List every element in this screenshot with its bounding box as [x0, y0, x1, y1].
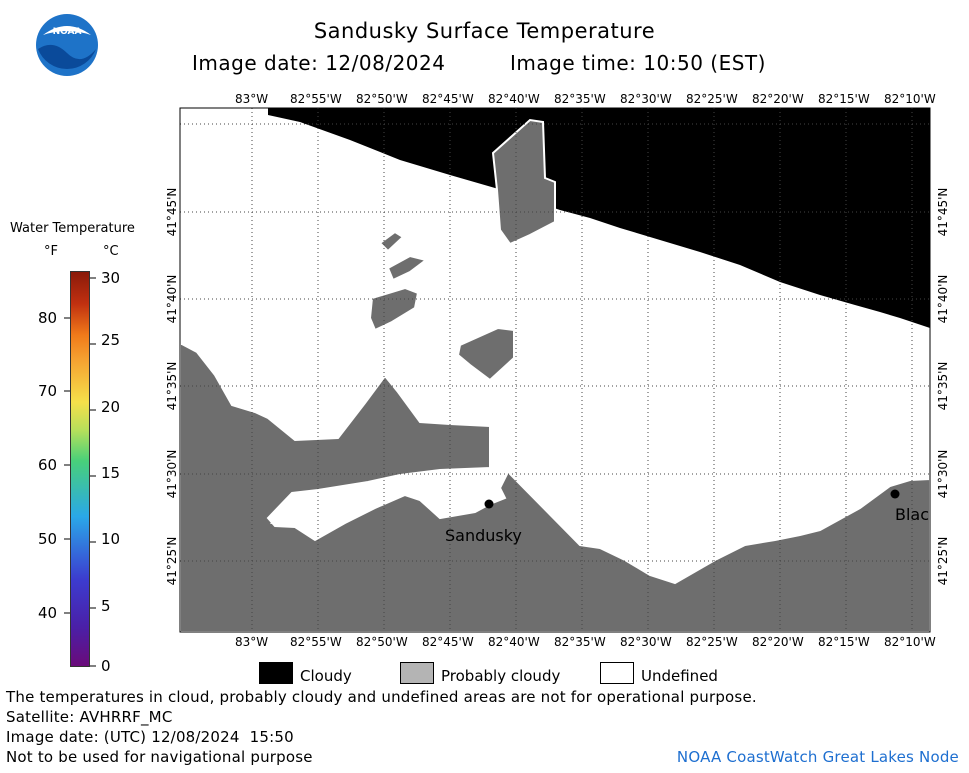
lon-label: 82°50'W: [356, 635, 408, 649]
credit-link[interactable]: NOAA CoastWatch Great Lakes Node: [676, 748, 959, 766]
lon-label: 82°45'W: [422, 635, 474, 649]
lat-label: 41°40'N: [936, 275, 950, 324]
lon-label: 82°35'W: [554, 635, 606, 649]
lat-label: 41°40'N: [165, 275, 179, 324]
lon-label: 82°45'W: [422, 92, 474, 106]
page-title: Sandusky Surface Temperature: [313, 19, 656, 43]
c-tick-20: 20: [101, 398, 121, 416]
lat-label: 41°30'N: [936, 450, 950, 499]
lon-label: 82°35'W: [554, 92, 606, 106]
c-tick-30: 30: [101, 269, 121, 287]
lon-label: 82°10'W: [884, 635, 936, 649]
c-tick-10: 10: [101, 530, 121, 548]
lon-label: 82°25'W: [686, 92, 738, 106]
lon-label: 82°55'W: [290, 635, 342, 649]
temperature-color-scale: [70, 271, 90, 667]
lat-label: 41°45'N: [936, 188, 950, 237]
lat-label: 41°25'N: [165, 537, 179, 586]
land-area: [179, 341, 931, 633]
lon-label: 83°W: [235, 92, 269, 106]
unit-fahrenheit: °F: [44, 244, 58, 259]
scale-title: Water Temperature: [10, 221, 135, 236]
key-swatch-undefined: [600, 662, 634, 684]
utc-image-date: Image date: (UTC) 12/08/2024 15:50: [6, 728, 294, 746]
f-tick-60: 60: [38, 456, 58, 474]
lon-label: 82°10'W: [884, 92, 936, 106]
lon-label: 82°15'W: [818, 92, 870, 106]
lon-label: 83°W: [235, 635, 269, 649]
lat-label: 41°25'N: [936, 537, 950, 586]
lon-label: 82°50'W: [356, 92, 408, 106]
unit-celsius: °C: [103, 244, 119, 259]
lon-label: 82°30'W: [620, 92, 672, 106]
c-tick-5: 5: [101, 597, 111, 615]
lon-label: 82°55'W: [290, 92, 342, 106]
scale-ticks: [64, 277, 96, 667]
image-date: Image date: 12/08/2024: [192, 51, 446, 75]
noaa-logo-icon: NOAA: [36, 14, 98, 76]
key-label-undefined: Undefined: [641, 667, 718, 685]
probably-cloudy-blob: [378, 230, 405, 253]
probably-cloudy-blob: [368, 286, 420, 332]
key-swatch-probably-cloudy: [400, 662, 434, 684]
lon-label: 82°40'W: [488, 635, 540, 649]
disclaimer: The temperatures in cloud, probably clou…: [6, 688, 757, 706]
lon-label: 82°15'W: [818, 635, 870, 649]
f-tick-80: 80: [38, 309, 58, 327]
probably-cloudy-areas: [368, 118, 556, 382]
noaa-logo-text: NOAA: [53, 27, 82, 37]
c-tick-15: 15: [101, 464, 121, 482]
lat-label: 41°30'N: [165, 450, 179, 499]
lat-labels-left: 41°45'N 41°40'N 41°35'N 41°30'N 41°25'N: [165, 188, 179, 586]
probably-cloudy-blob: [386, 254, 429, 282]
f-tick-50: 50: [38, 530, 58, 548]
probably-cloudy-blob: [491, 118, 556, 246]
lat-labels-right: 41°45'N 41°40'N 41°35'N 41°30'N 41°25'N: [936, 188, 950, 586]
place-label-sandusky: Sandusky: [445, 526, 522, 545]
satellite-info: Satellite: AVHRRF_MC: [6, 708, 173, 726]
lon-label: 82°40'W: [488, 92, 540, 106]
lat-label: 41°35'N: [165, 362, 179, 411]
map-grid: [180, 108, 930, 632]
cloudy-region: [268, 108, 930, 328]
place-label-blac: Blac: [895, 505, 929, 524]
lat-label: 41°35'N: [936, 362, 950, 411]
key-label-probably-cloudy: Probably cloudy: [441, 667, 561, 685]
image-time: Image time: 10:50 (EST): [510, 51, 766, 75]
key-label-cloudy: Cloudy: [300, 667, 352, 685]
lon-label: 82°20'W: [752, 635, 804, 649]
f-tick-40: 40: [38, 604, 58, 622]
f-tick-70: 70: [38, 382, 58, 400]
probably-cloudy-blob: [456, 326, 515, 382]
blac-marker: [890, 489, 900, 499]
sandusky-marker: [484, 499, 494, 509]
lon-label: 82°20'W: [752, 92, 804, 106]
c-tick-25: 25: [101, 331, 121, 349]
lon-label: 82°25'W: [686, 635, 738, 649]
lon-label: 82°30'W: [620, 635, 672, 649]
c-tick-0: 0: [101, 657, 111, 675]
nav-warning: Not to be used for navigational purpose: [6, 748, 313, 766]
key-swatch-cloudy: [259, 662, 293, 684]
lat-label: 41°45'N: [165, 188, 179, 237]
